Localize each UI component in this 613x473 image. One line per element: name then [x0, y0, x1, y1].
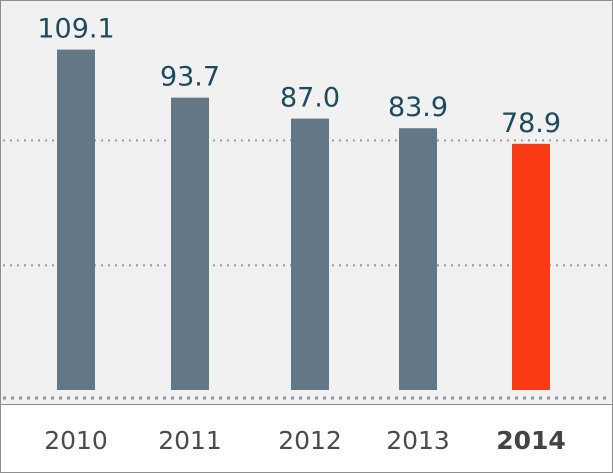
- bar-2012: [291, 118, 329, 390]
- x-tick-label-2013: 2013: [386, 426, 450, 455]
- x-tick-label-2011: 2011: [158, 426, 222, 455]
- bar-2013: [399, 128, 437, 390]
- value-label-2010: 109.1: [37, 14, 114, 45]
- bar-2011: [171, 97, 209, 390]
- x-axis-tick-labels: 2010 2011 2012 2013 2014: [44, 426, 566, 455]
- bar-2014: [512, 143, 550, 390]
- x-tick-label-2010: 2010: [44, 426, 108, 455]
- x-tick-label-2012: 2012: [278, 426, 342, 455]
- value-label-2013: 83.9: [388, 92, 448, 123]
- bars: [57, 49, 550, 390]
- value-labels: 109.1 93.7 87.0 83.9 78.9: [37, 14, 561, 139]
- value-label-2011: 93.7: [160, 62, 220, 93]
- bar-2010: [57, 49, 95, 390]
- value-label-2012: 87.0: [280, 83, 340, 114]
- value-label-2014: 78.9: [501, 108, 561, 139]
- x-tick-label-2014: 2014: [496, 426, 566, 455]
